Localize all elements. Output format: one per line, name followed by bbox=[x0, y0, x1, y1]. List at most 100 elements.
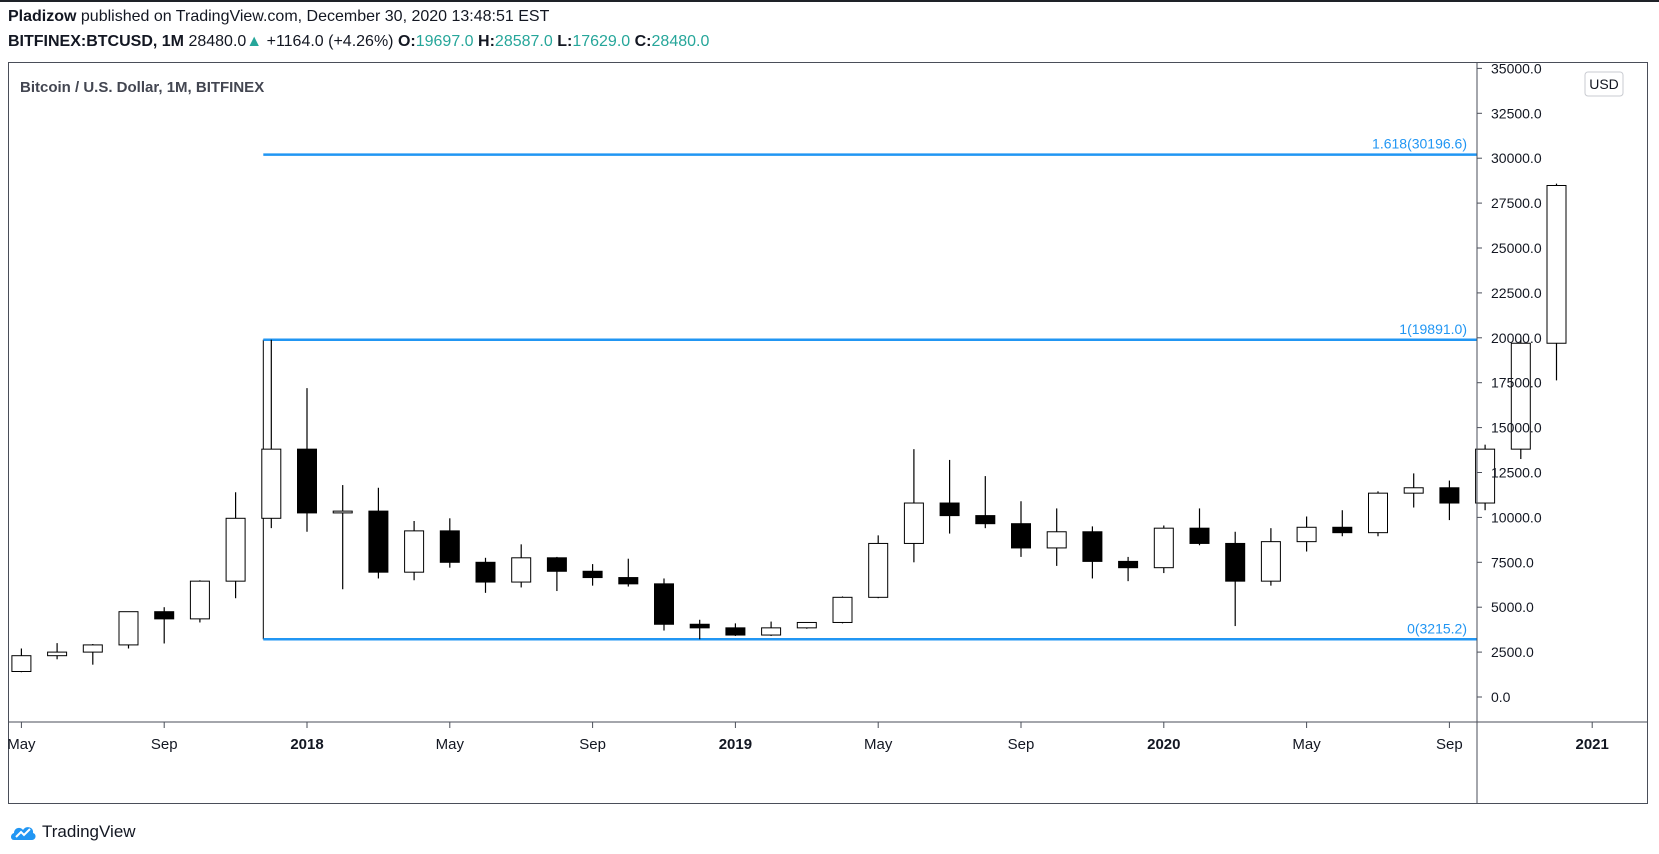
y-tick-label: 15000.0 bbox=[1491, 420, 1542, 436]
candle-body bbox=[439, 530, 460, 563]
candle-up bbox=[903, 449, 924, 563]
footer-brand-label: TradingView bbox=[42, 822, 136, 841]
candle-body bbox=[297, 448, 317, 514]
candle-down bbox=[1189, 508, 1210, 546]
candle-body bbox=[654, 583, 674, 625]
candle-down bbox=[618, 558, 639, 587]
last-price: 28480.0 bbox=[188, 33, 247, 50]
y-tick-label: 10000.0 bbox=[1491, 509, 1542, 525]
candle-up bbox=[47, 643, 68, 660]
axes: 0.0 2500.0 5000.0 7500.0 10000.0 12500.0 15000… bbox=[7, 60, 1648, 803]
candle-body bbox=[332, 510, 353, 514]
candle-body bbox=[689, 623, 710, 629]
y-tick-label: 32500.0 bbox=[1491, 105, 1542, 121]
candle-up bbox=[1046, 508, 1067, 566]
symbol-label: BITFINEX:BTCUSD, 1M bbox=[8, 33, 184, 50]
candle-up bbox=[261, 339, 282, 529]
currency-badge bbox=[1584, 71, 1624, 97]
candle-up bbox=[1153, 525, 1174, 574]
fib-levels: 1.618(30196.6) 1(19891.0) 0(3215.2) bbox=[262, 136, 1477, 641]
tradingview-cloud-logo-icon bbox=[11, 827, 36, 840]
candle-up bbox=[832, 596, 853, 624]
candle-up bbox=[1475, 444, 1496, 511]
author-name[interactable]: Pladizow bbox=[8, 8, 77, 25]
candle-body bbox=[1011, 523, 1031, 549]
y-tick-label: 25000.0 bbox=[1491, 240, 1542, 256]
y-tick-label: 2500.0 bbox=[1491, 644, 1534, 660]
close-value: 28480.0 bbox=[651, 33, 710, 50]
low-value: 17629.0 bbox=[572, 33, 631, 50]
candle-body bbox=[725, 627, 746, 636]
chart-frame[interactable] bbox=[8, 62, 1648, 804]
y-tick-label: 22500.0 bbox=[1491, 285, 1542, 301]
close-label: C: bbox=[634, 33, 652, 50]
currency-badge-label: USD bbox=[1589, 76, 1619, 92]
candle-body bbox=[1153, 527, 1174, 569]
candle-down bbox=[439, 518, 460, 568]
candle-body bbox=[618, 577, 639, 585]
price-change: +1164.0 (+4.26%) bbox=[266, 33, 394, 50]
candle-up bbox=[404, 520, 425, 581]
candle-up bbox=[11, 648, 32, 673]
candle-body bbox=[1403, 487, 1424, 494]
candle-body bbox=[475, 561, 496, 583]
candle-up bbox=[761, 621, 782, 636]
candle-up bbox=[189, 580, 210, 623]
x-tick-label: May bbox=[1292, 736, 1321, 753]
y-tick-label: 5000.0 bbox=[1491, 599, 1534, 615]
y-tick-label: 35000.0 bbox=[1491, 60, 1542, 76]
candle-body bbox=[1082, 531, 1103, 562]
candle-body bbox=[47, 651, 68, 657]
y-tick-label: 30000.0 bbox=[1491, 150, 1542, 166]
y-tick-label: 20000.0 bbox=[1491, 330, 1542, 346]
candle-up bbox=[332, 485, 353, 590]
candle-body bbox=[903, 502, 924, 544]
candle-down bbox=[1225, 531, 1246, 627]
ohlc-summary-line: BITFINEX:BTCUSD, 1M 28480.0▲ +1164.0 (+4… bbox=[8, 33, 709, 51]
high-value: 28587.0 bbox=[494, 33, 553, 50]
candle-body bbox=[868, 542, 889, 598]
x-tick-label: Sep bbox=[579, 736, 606, 753]
x-tick-label: 2019 bbox=[719, 736, 752, 753]
candle-body bbox=[1475, 448, 1496, 504]
candle-body bbox=[1046, 531, 1067, 549]
open-value: 19697.0 bbox=[415, 33, 474, 50]
candle-down bbox=[975, 476, 996, 529]
candle-up bbox=[868, 535, 889, 599]
candle-up bbox=[511, 544, 532, 588]
candle-body bbox=[225, 517, 246, 582]
candle-body bbox=[82, 644, 103, 653]
candle-body bbox=[1368, 492, 1388, 534]
high-label: H: bbox=[478, 33, 495, 50]
candle-body bbox=[118, 611, 139, 646]
candle-down bbox=[582, 564, 603, 586]
chart-title: Bitcoin / U.S. Dollar, 1M, BITFINEX bbox=[20, 79, 264, 96]
low-label: L: bbox=[557, 33, 573, 50]
x-tick-label: Sep bbox=[151, 736, 178, 753]
x-tick-label: 2018 bbox=[290, 736, 323, 753]
candle-down bbox=[689, 619, 710, 640]
candle-body bbox=[511, 557, 532, 583]
x-tick-label: 2021 bbox=[1576, 736, 1609, 753]
y-tick-label: 17500.0 bbox=[1491, 375, 1542, 391]
candle-body bbox=[261, 448, 282, 519]
candle-body bbox=[975, 515, 996, 525]
x-tick-label: Sep bbox=[1008, 736, 1035, 753]
fib-level-label: 1(19891.0) bbox=[1399, 321, 1467, 337]
candle-body bbox=[11, 655, 32, 672]
candle-body bbox=[1260, 541, 1281, 582]
triangle-up-icon: ▲ bbox=[246, 33, 263, 50]
fib-level-label: 1.618(30196.6) bbox=[1372, 136, 1467, 152]
candle-down bbox=[1332, 510, 1353, 537]
candle-down bbox=[475, 557, 496, 593]
candle-body bbox=[582, 570, 603, 579]
candles bbox=[11, 183, 1567, 673]
candle-body bbox=[189, 580, 210, 620]
y-tick-label: 7500.0 bbox=[1491, 554, 1534, 570]
candle-down bbox=[1011, 501, 1031, 557]
candle-up bbox=[796, 621, 817, 629]
fib-level-label: 0(3215.2) bbox=[1407, 620, 1467, 636]
footer-brand[interactable]: TradingView bbox=[10, 818, 136, 846]
candle-down bbox=[939, 459, 960, 534]
